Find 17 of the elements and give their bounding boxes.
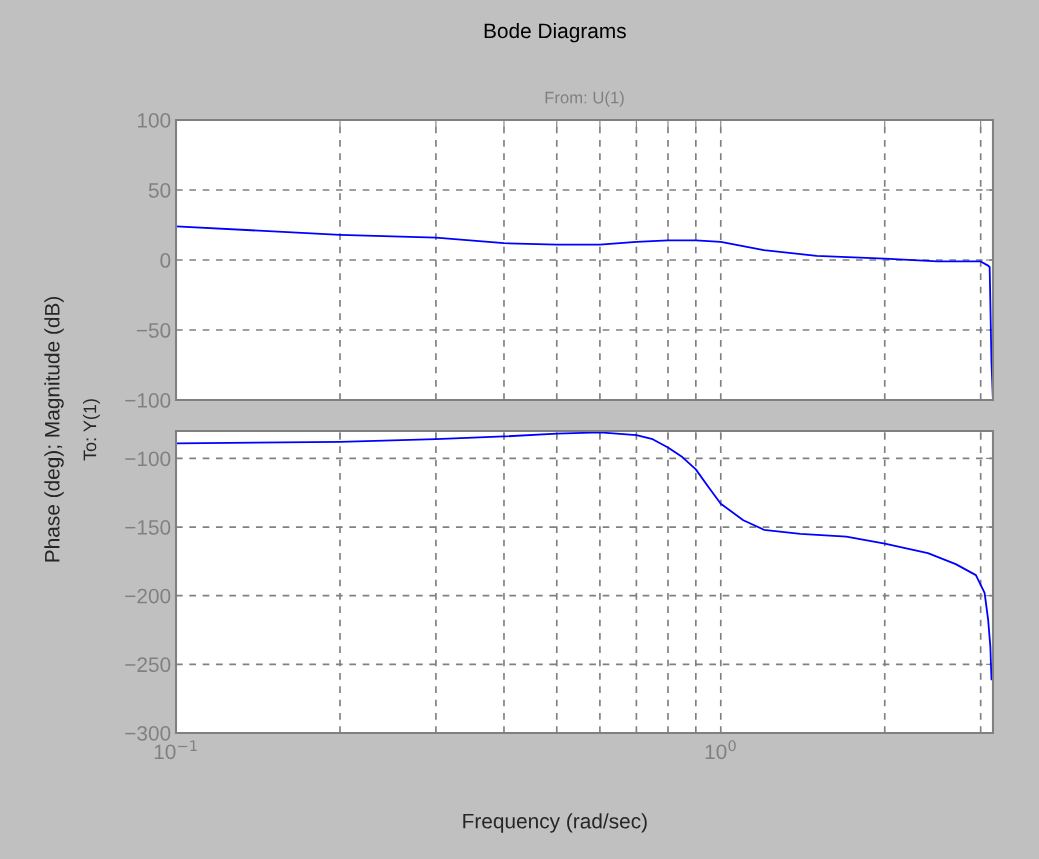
x-tick-label: 10$^{0}$ — [705, 740, 736, 760]
y-tick-label: −150 — [125, 520, 171, 535]
chart-title: Bode Diagrams — [484, 22, 626, 43]
y-tick-label: −100 — [125, 451, 171, 467]
y-tick-label: 100 — [137, 113, 171, 128]
y-tick-label: −100 — [125, 393, 171, 408]
y-axis-title: Phase (deg); Magnitude (dB) — [44, 297, 64, 562]
y-tick-label: 0 — [160, 253, 171, 268]
y-tick-label: 50 — [148, 183, 171, 198]
x-tick-label: 10$^{−1}$ — [154, 740, 197, 760]
chart-subtitle: From: U(1) — [545, 91, 624, 107]
y-tick-label: −50 — [136, 323, 171, 338]
y-tick-label: −300 — [125, 725, 171, 741]
x-axis-title: Frequency (rad/sec) — [463, 813, 647, 833]
text: To: Y(1) — [83, 399, 100, 461]
y-tick-label: −200 — [125, 588, 171, 604]
y-tick-label: −250 — [125, 657, 171, 673]
